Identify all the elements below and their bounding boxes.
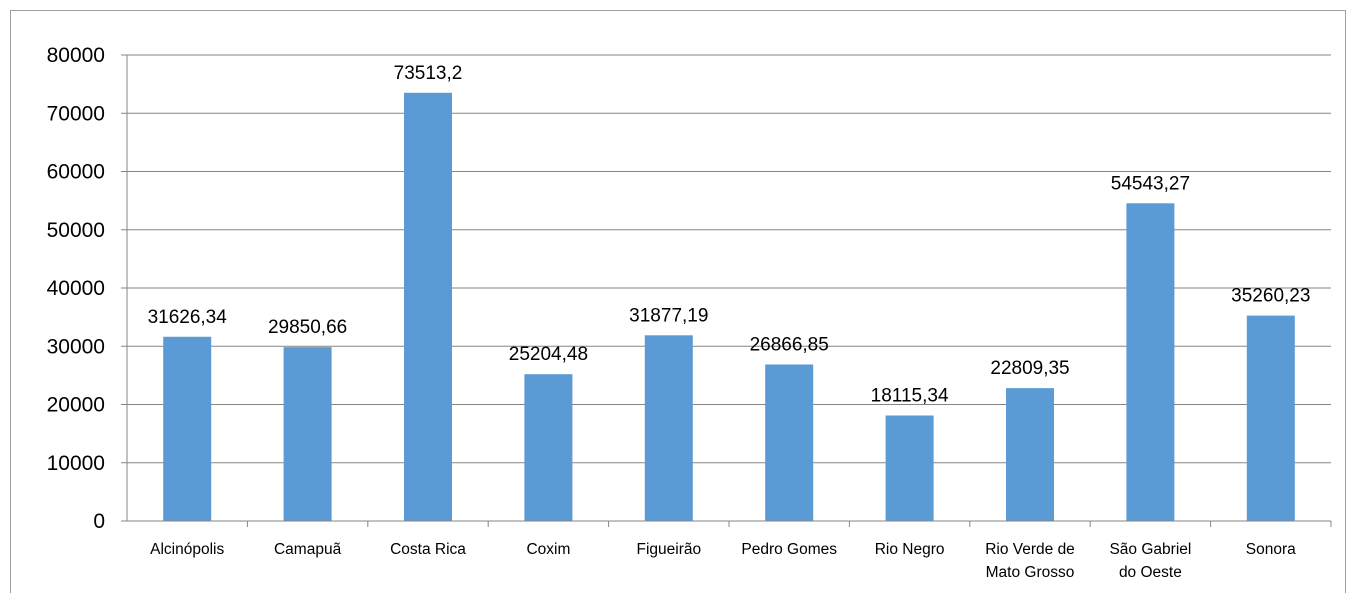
category-label: Costa Rica bbox=[390, 541, 466, 558]
data-labels: 31626,34 29850,66 73513,2 25204,48 31877,19 2… bbox=[148, 63, 1311, 407]
y-tick-label: 30000 bbox=[47, 335, 105, 358]
category-label: São Gabriel bbox=[1109, 541, 1191, 558]
category-label: do Oeste bbox=[1119, 564, 1182, 581]
data-label: 22809,35 bbox=[990, 358, 1069, 379]
data-label: 54543,27 bbox=[1111, 173, 1190, 194]
data-label: 26866,85 bbox=[750, 335, 829, 356]
bars bbox=[163, 92, 1295, 521]
data-label: 29850,66 bbox=[268, 317, 347, 338]
category-label: Sonora bbox=[1246, 541, 1296, 558]
data-label: 18115,34 bbox=[871, 385, 949, 406]
category-label: Pedro Gomes bbox=[741, 541, 837, 558]
data-label: 73513,2 bbox=[394, 63, 463, 84]
data-label: 31626,34 bbox=[148, 307, 228, 328]
bar bbox=[163, 336, 212, 521]
data-label: 25204,48 bbox=[509, 344, 588, 365]
data-label: 35260,23 bbox=[1231, 286, 1310, 307]
y-tick-label: 50000 bbox=[47, 219, 105, 242]
category-label: Rio Negro bbox=[875, 541, 945, 558]
y-tick-label: 80000 bbox=[47, 44, 105, 67]
category-label: Coxim bbox=[526, 541, 570, 558]
data-label: 31877,19 bbox=[629, 305, 708, 326]
category-label: Mato Grosso bbox=[986, 564, 1075, 581]
bar bbox=[404, 92, 452, 521]
y-tick-label: 20000 bbox=[47, 394, 105, 417]
bar bbox=[1006, 388, 1054, 521]
bar bbox=[1246, 315, 1295, 521]
y-tick-label: 0 bbox=[93, 510, 105, 533]
y-tick-label: 60000 bbox=[47, 161, 105, 184]
category-label: Camapuã bbox=[274, 541, 342, 558]
bar bbox=[644, 335, 693, 521]
bar bbox=[524, 374, 573, 521]
category-label: Alcinópolis bbox=[150, 541, 224, 558]
category-label: Rio Verde de bbox=[985, 541, 1075, 558]
bar bbox=[765, 364, 814, 521]
y-tick-label: 40000 bbox=[47, 277, 105, 300]
y-tick-label: 70000 bbox=[47, 102, 105, 125]
bar bbox=[1126, 203, 1175, 521]
category-label: Figueirão bbox=[636, 541, 701, 558]
bar bbox=[885, 415, 934, 521]
y-tick-label: 10000 bbox=[47, 452, 105, 475]
axes: 0 10000 20000 30000 40000 50000 60000 70000 8000… bbox=[47, 44, 1332, 581]
bar bbox=[283, 347, 332, 521]
